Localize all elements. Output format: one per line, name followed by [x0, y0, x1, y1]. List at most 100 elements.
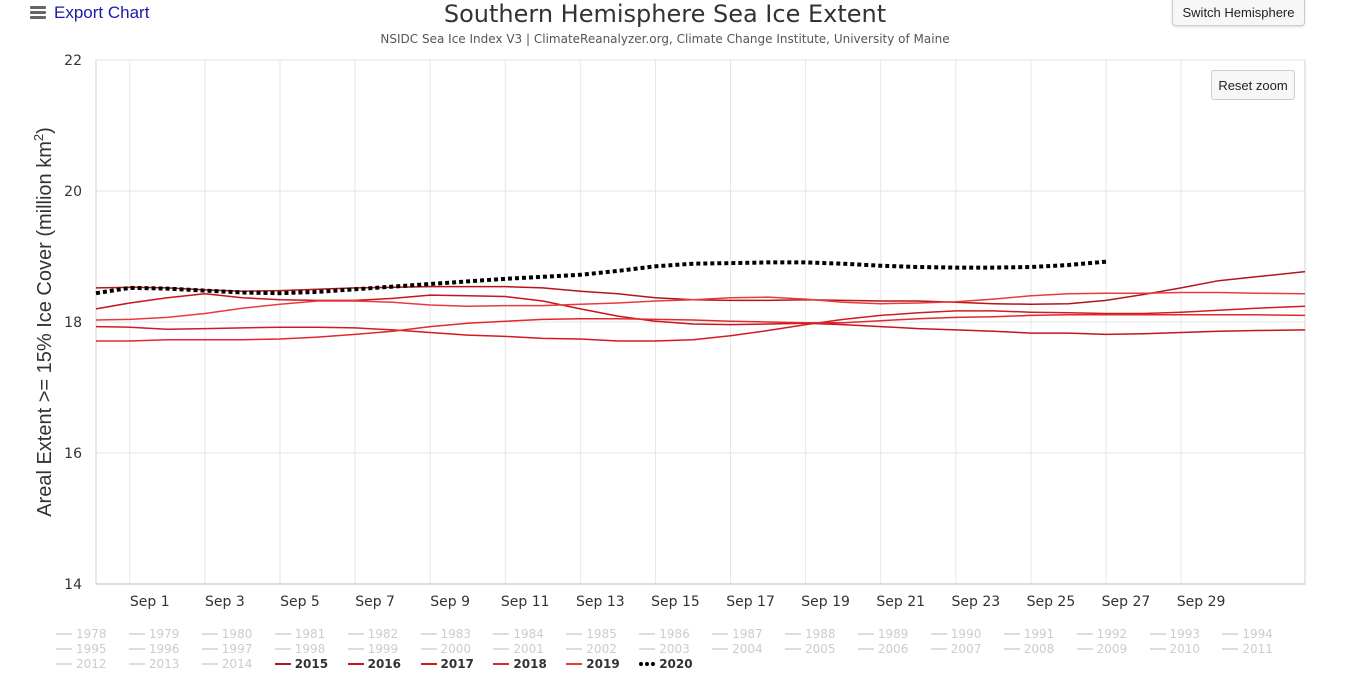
legend-swatch — [1076, 648, 1093, 650]
legend-label: 1980 — [221, 627, 253, 641]
switch-hemisphere-button[interactable]: Switch Hemisphere — [1172, 0, 1305, 26]
legend-label: 1984 — [513, 627, 544, 641]
legend-item-1997[interactable]: 1997 — [201, 642, 252, 656]
legend-label: 2007 — [950, 642, 982, 656]
legend-item-1982[interactable]: 1982 — [347, 627, 398, 641]
legend-swatch — [857, 648, 874, 650]
legend-label: 1979 — [148, 627, 180, 641]
legend-item-2004[interactable]: 2004 — [712, 642, 763, 656]
legend-item-1985[interactable]: 1985 — [566, 627, 617, 641]
legend-label: 2008 — [1023, 642, 1055, 656]
legend-item-2020[interactable]: 2020 — [639, 657, 693, 671]
legend-item-2012[interactable]: 2012 — [56, 657, 107, 671]
legend-item-1987[interactable]: 1987 — [712, 627, 763, 641]
legend-swatch — [274, 633, 291, 635]
legend-label: 2017 — [440, 657, 474, 671]
reset-zoom-button[interactable]: Reset zoom — [1211, 70, 1295, 100]
legend-item-2010[interactable]: 2010 — [1149, 642, 1200, 656]
legend-item-2018[interactable]: 2018 — [493, 657, 547, 671]
legend-swatch — [639, 633, 656, 635]
legend-swatch — [1222, 633, 1239, 635]
legend-item-2017[interactable]: 2017 — [420, 657, 474, 671]
legend-item-1993[interactable]: 1993 — [1149, 627, 1200, 641]
legend-label: 2016 — [367, 657, 401, 671]
legend-item-2011[interactable]: 2011 — [1222, 642, 1273, 656]
x-tick-label: Sep 21 — [876, 594, 925, 610]
x-tick-label: Sep 25 — [1027, 594, 1076, 610]
legend-swatch — [712, 648, 729, 650]
legend-item-2013[interactable]: 2013 — [128, 657, 179, 671]
legend-label: 2015 — [294, 657, 329, 671]
legend-item-1978[interactable]: 1978 — [56, 627, 107, 641]
legend-item-1989[interactable]: 1989 — [857, 627, 909, 641]
legend-item-1986[interactable]: 1986 — [639, 627, 690, 641]
legend-swatch — [274, 648, 291, 650]
legend-item-2002[interactable]: 2002 — [566, 642, 617, 656]
legend-label: 1990 — [950, 627, 982, 641]
legend-swatch — [347, 648, 364, 650]
legend-item-1998[interactable]: 1998 — [274, 642, 325, 656]
export-chart-button[interactable]: Export Chart — [30, 3, 149, 23]
legend-label: 1999 — [367, 642, 399, 656]
export-chart-label: Export Chart — [54, 3, 150, 22]
legend-item-2000[interactable]: 2000 — [420, 642, 472, 656]
legend-item-1990[interactable]: 1990 — [930, 627, 982, 641]
legend-label: 1994 — [1242, 627, 1273, 641]
legend-item-2003[interactable]: 2003 — [639, 642, 690, 656]
legend-label: 1978 — [76, 627, 107, 641]
legend-label: 2011 — [1242, 642, 1273, 656]
legend-swatch — [128, 633, 145, 635]
legend-item-2006[interactable]: 2006 — [857, 642, 909, 656]
x-tick-label: Sep 7 — [355, 594, 395, 610]
series-line-2020 — [95, 259, 1107, 296]
legend-item-1980[interactable]: 1980 — [201, 627, 253, 641]
legend-item-2014[interactable]: 2014 — [201, 657, 252, 671]
legend-item-1996[interactable]: 1996 — [128, 642, 179, 656]
legend-swatch — [56, 648, 72, 650]
legend-item-1984[interactable]: 1984 — [493, 627, 544, 641]
legend-item-1991[interactable]: 1991 — [1003, 627, 1055, 641]
legend-label: 1991 — [1023, 627, 1055, 641]
legend-swatch — [493, 648, 510, 650]
legend-swatch — [639, 662, 656, 666]
legend-swatch — [347, 663, 364, 665]
legend-item-1983[interactable]: 1983 — [420, 627, 472, 641]
legend-item-2008[interactable]: 2008 — [1003, 642, 1055, 656]
legend-swatch — [1222, 648, 1239, 650]
legend-swatch — [420, 663, 437, 665]
x-tick-label: Sep 17 — [726, 594, 775, 610]
legend-swatch — [566, 648, 583, 650]
legend-item-1981[interactable]: 1981 — [274, 627, 325, 641]
legend-item-2019[interactable]: 2019 — [566, 657, 620, 671]
legend-label: 2006 — [877, 642, 909, 656]
legend-item-2016[interactable]: 2016 — [347, 657, 401, 671]
legend-item-2001[interactable]: 2001 — [493, 642, 544, 656]
legend-item-1992[interactable]: 1992 — [1076, 627, 1127, 641]
x-tick-label: Sep 19 — [801, 594, 850, 610]
chart-plot[interactable]: 14 16 18 20 22 Sep 1 Sep 3 Sep 5 Sep 7 Sep 9 Sep 1… — [0, 0, 1346, 620]
legend-swatch — [420, 633, 437, 635]
legend-label: 1989 — [877, 627, 909, 641]
legend-item-2007[interactable]: 2007 — [930, 642, 982, 656]
legend-item-2005[interactable]: 2005 — [785, 642, 836, 656]
legend-item-2015[interactable]: 2015 — [274, 657, 329, 671]
legend-label: 2000 — [440, 642, 472, 656]
legend-item-1979[interactable]: 1979 — [128, 627, 180, 641]
legend-swatch — [1003, 648, 1020, 650]
y-axis-label: Areal Extent >= 15% Ice Cover (million k… — [31, 127, 56, 517]
y-tick-label: 22 — [64, 53, 82, 69]
legend-item-1988[interactable]: 1988 — [785, 627, 836, 641]
legend-label: 2009 — [1096, 642, 1128, 656]
legend-item-2009[interactable]: 2009 — [1076, 642, 1128, 656]
legend-item-1999[interactable]: 1999 — [347, 642, 399, 656]
legend-label: 1983 — [440, 627, 472, 641]
legend-label: 2020 — [659, 657, 693, 671]
legend-item-1995[interactable]: 1995 — [56, 642, 107, 656]
legend-label: 2002 — [586, 642, 617, 656]
legend-swatch — [712, 633, 729, 635]
legend-swatch — [201, 663, 218, 665]
legend-swatch — [785, 648, 801, 650]
x-tick-label: Sep 27 — [1102, 594, 1151, 610]
legend-item-1994[interactable]: 1994 — [1222, 627, 1273, 641]
legend-swatch — [274, 663, 291, 665]
